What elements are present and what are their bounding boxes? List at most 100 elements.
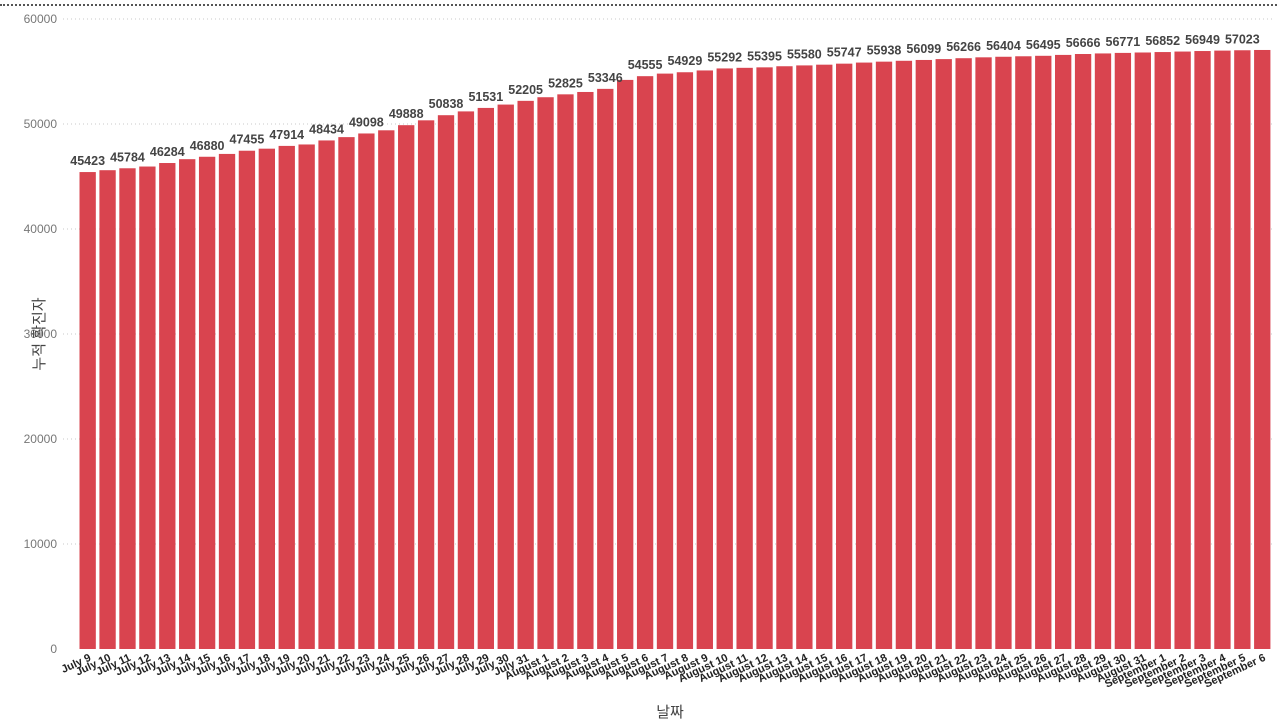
- data-label: 49888: [389, 107, 424, 121]
- data-label: 56666: [1066, 36, 1101, 50]
- data-label: 52825: [548, 76, 583, 90]
- bar: [258, 148, 275, 650]
- bar: [875, 61, 893, 649]
- bar: [557, 94, 574, 649]
- bar: [238, 150, 256, 649]
- bar: [1194, 51, 1211, 649]
- bar: [298, 144, 315, 649]
- bar: [278, 145, 295, 649]
- bar: [1254, 49, 1271, 650]
- data-label: 57023: [1225, 32, 1260, 46]
- bar: [915, 59, 932, 649]
- bar: [975, 57, 992, 649]
- bar: [457, 111, 475, 649]
- data-label: 49098: [349, 115, 384, 129]
- bars: [79, 49, 1271, 650]
- y-tick-label: 50000: [24, 117, 58, 131]
- data-label: 47455: [230, 133, 265, 147]
- bar: [955, 58, 972, 649]
- data-label: 56495: [1026, 38, 1061, 52]
- data-label: 54555: [628, 58, 663, 72]
- data-label: 55938: [867, 44, 902, 58]
- bar: [517, 100, 534, 649]
- y-tick-label: 10000: [24, 537, 58, 551]
- y-tick-label: 60000: [24, 12, 58, 26]
- bar: [617, 79, 634, 649]
- bar: [1035, 55, 1052, 650]
- data-label: 45784: [110, 150, 145, 164]
- data-label: 56949: [1185, 33, 1220, 47]
- data-label: 56771: [1106, 35, 1141, 49]
- y-tick-label: 20000: [24, 432, 58, 446]
- data-label: 52205: [508, 83, 543, 97]
- bar: [99, 170, 116, 649]
- bar: [776, 66, 793, 649]
- data-label: 48434: [309, 122, 344, 136]
- bar: [1134, 52, 1151, 650]
- bar: [79, 172, 96, 649]
- bar: [119, 168, 136, 649]
- bar: [477, 107, 494, 649]
- bar: [855, 62, 873, 649]
- bar: [676, 72, 694, 650]
- bar: [656, 73, 674, 650]
- data-label: 56404: [986, 39, 1021, 53]
- bar: [736, 67, 753, 649]
- bar: [816, 64, 833, 650]
- y-tick-label: 30000: [24, 327, 58, 341]
- bar: [696, 70, 713, 649]
- data-label: 47914: [269, 128, 304, 142]
- bar: [537, 97, 554, 650]
- data-label: 55747: [827, 46, 862, 60]
- data-label: 54929: [668, 54, 703, 68]
- bar: [1094, 53, 1112, 649]
- data-label: 56266: [946, 40, 981, 54]
- data-label: 55395: [747, 49, 782, 63]
- bar: [358, 133, 375, 649]
- bar: [836, 63, 853, 650]
- bar: [597, 88, 614, 649]
- bar: [437, 115, 455, 650]
- bar: [318, 140, 335, 649]
- top-border: [0, 4, 1277, 6]
- bar: [756, 67, 773, 650]
- bar: [716, 68, 733, 649]
- bar: [179, 159, 196, 650]
- data-label: 46880: [190, 139, 225, 153]
- data-label: 45423: [70, 154, 105, 168]
- bar: [417, 120, 435, 649]
- bar: [198, 156, 216, 649]
- data-label: 56852: [1145, 34, 1180, 48]
- bar: [139, 166, 156, 649]
- y-axis-title: 누적 확진자: [31, 297, 48, 370]
- bar: [1154, 52, 1171, 649]
- bar: [796, 65, 813, 649]
- bar: [159, 163, 176, 649]
- bar: [1234, 50, 1251, 650]
- bar: [577, 91, 594, 650]
- bar: [398, 125, 415, 649]
- data-label: 55292: [707, 50, 742, 64]
- bar: [497, 104, 514, 649]
- bar: [218, 153, 236, 650]
- y-tick-label: 0: [50, 642, 57, 656]
- bar: [1214, 50, 1231, 650]
- bar: [895, 60, 913, 650]
- data-label: 46284: [150, 145, 185, 159]
- bar: [1074, 54, 1092, 649]
- data-label: 53346: [588, 71, 623, 85]
- data-label: 55580: [787, 47, 822, 61]
- bar: [995, 56, 1012, 650]
- y-axis-ticks: 0 10000 20000 30000 40000 50000 60000: [24, 12, 58, 656]
- bar: [1174, 51, 1191, 650]
- bar: [636, 76, 654, 650]
- bar: [1015, 56, 1032, 649]
- x-axis-title: 날짜: [656, 704, 684, 721]
- bar: [1114, 52, 1132, 650]
- data-label: 56099: [906, 42, 941, 56]
- data-labels: 45423 45784 46284 46880 47455 47914 48434 49098…: [70, 32, 1259, 168]
- bar: [1055, 54, 1072, 650]
- y-tick-label: 40000: [24, 222, 58, 236]
